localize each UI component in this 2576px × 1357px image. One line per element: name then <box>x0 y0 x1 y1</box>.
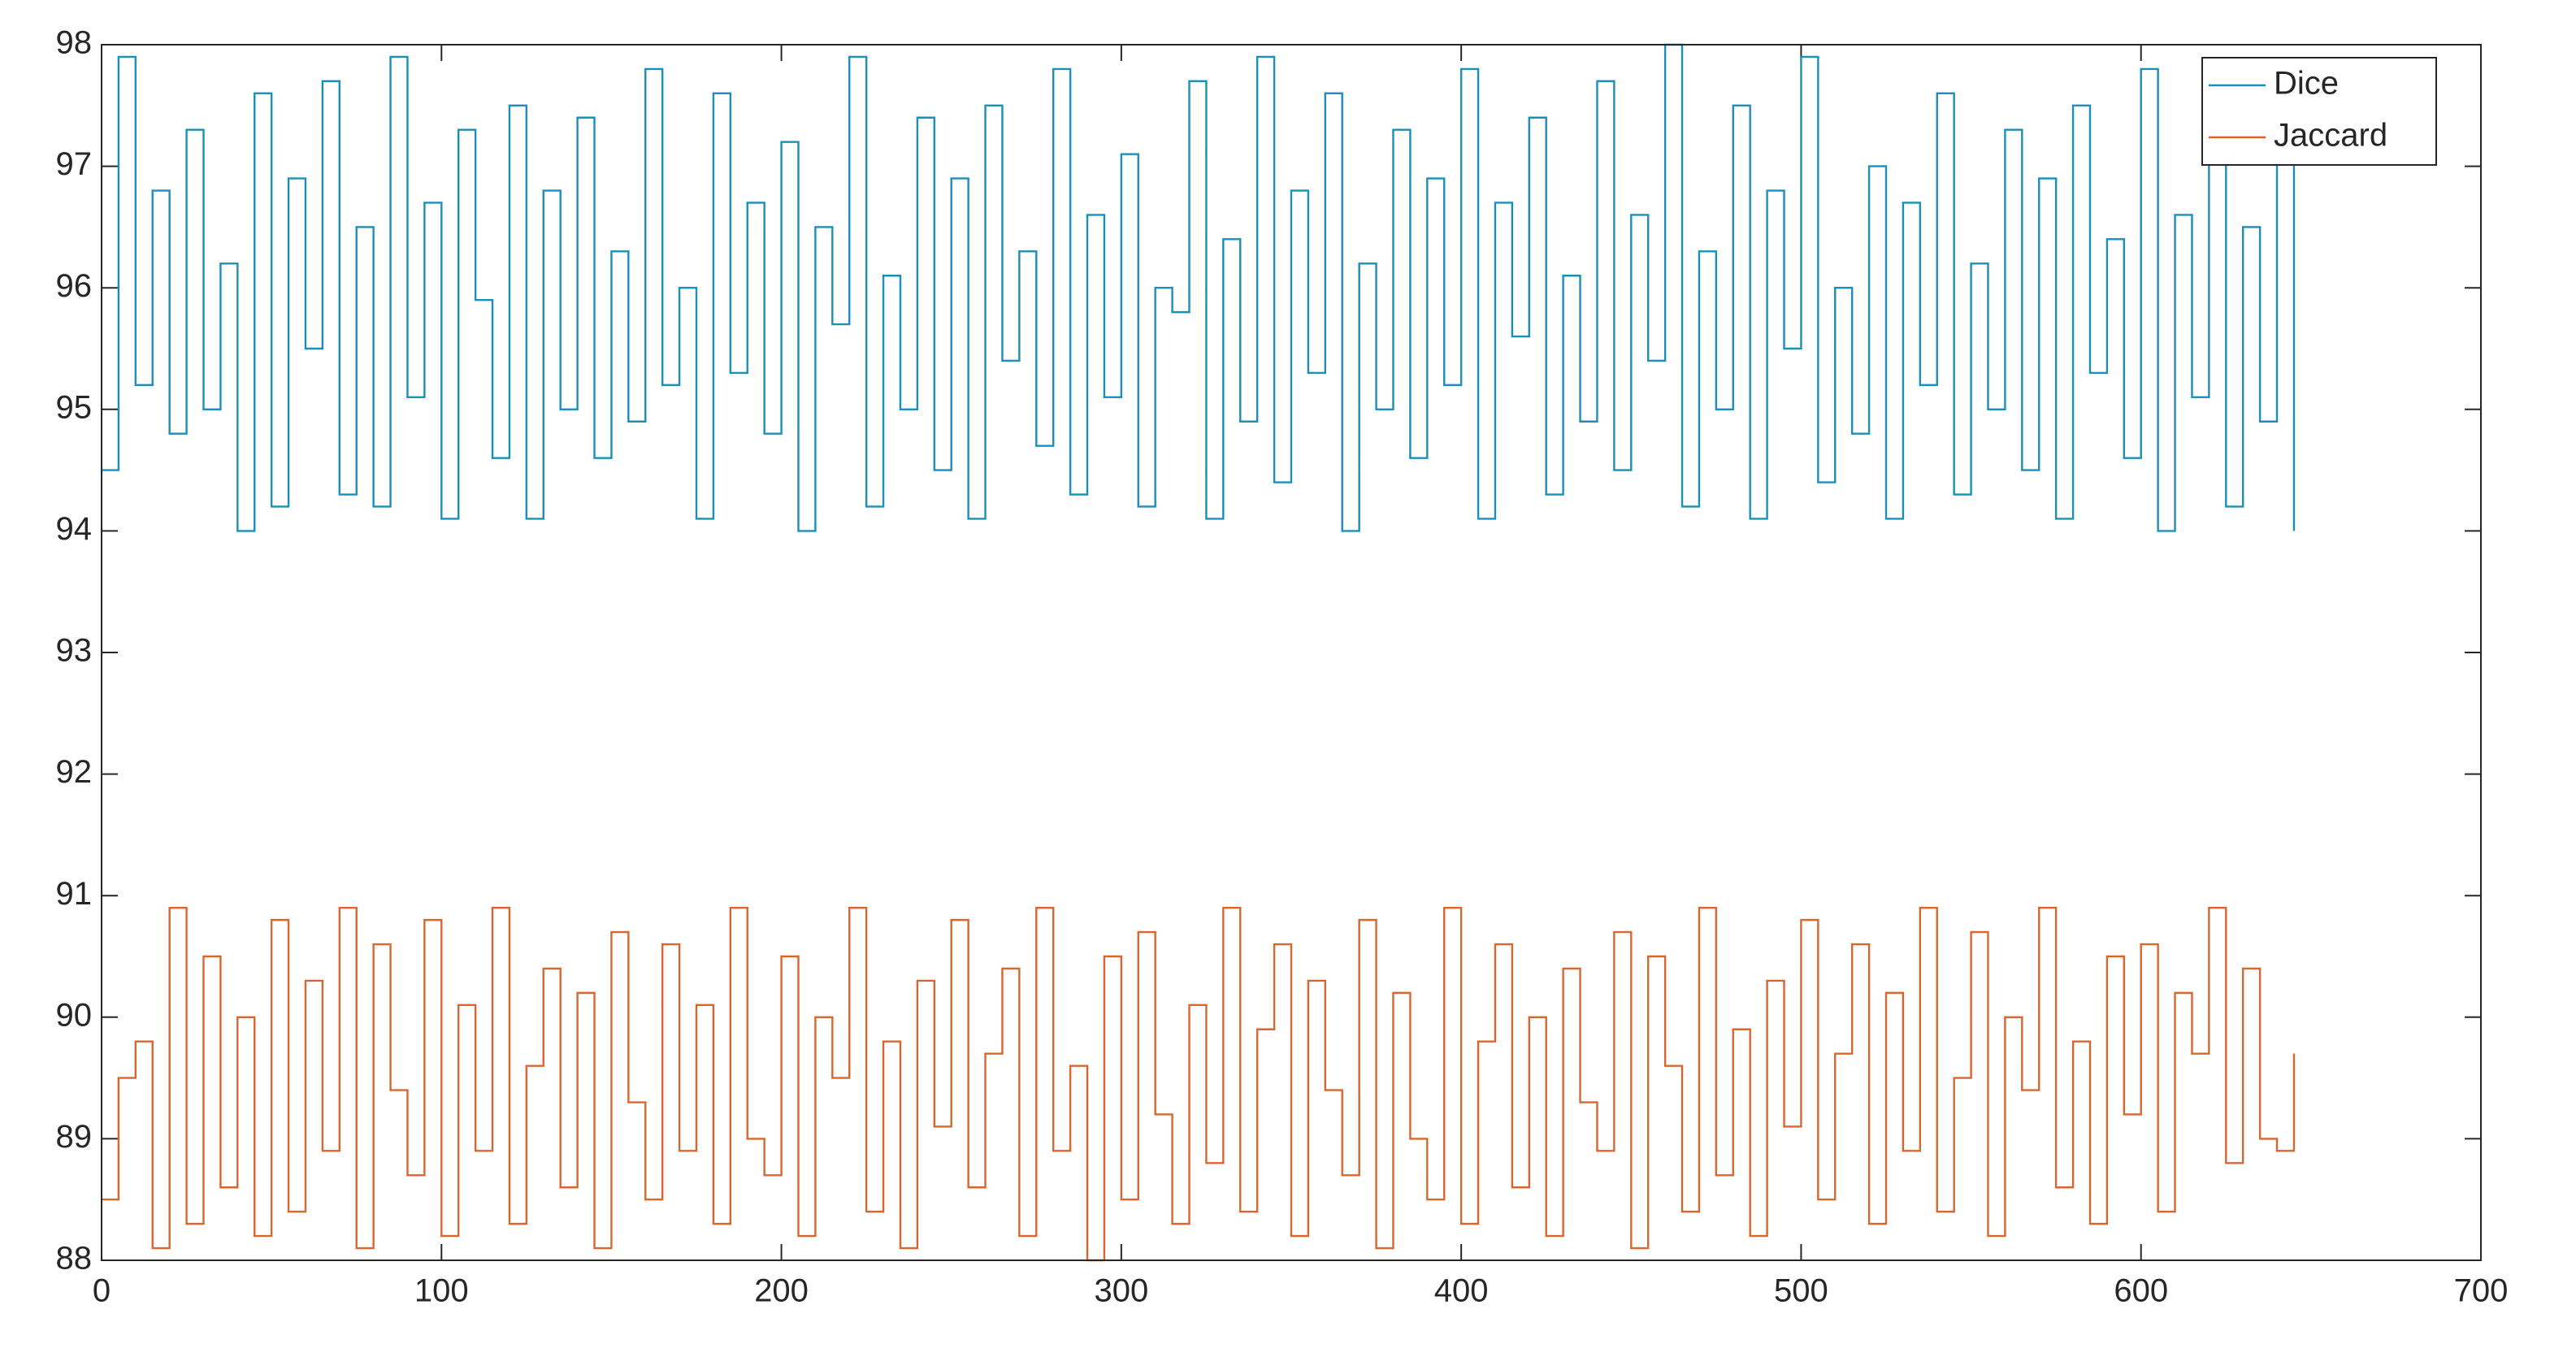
series-line <box>102 906 2296 1262</box>
y-tick-label: 96 <box>56 268 93 304</box>
y-tick-label: 90 <box>56 997 93 1033</box>
x-tick-label: 300 <box>1094 1273 1148 1309</box>
x-tick-label: 400 <box>1434 1273 1489 1309</box>
x-tick-label: 100 <box>414 1273 469 1309</box>
y-tick-label: 92 <box>56 754 93 790</box>
legend-label: Dice <box>2274 66 2339 102</box>
legend-box <box>2201 57 2437 166</box>
x-tick-label: 500 <box>1774 1273 1828 1309</box>
legend-label: Jaccard <box>2274 118 2387 154</box>
x-tick-label: 200 <box>754 1273 809 1309</box>
x-tick-label: 700 <box>2454 1273 2509 1309</box>
y-tick-label: 98 <box>56 25 93 61</box>
x-tick-label: 600 <box>2114 1273 2168 1309</box>
y-tick-label: 93 <box>56 633 93 669</box>
plot-frame <box>101 44 2482 1261</box>
y-tick-label: 97 <box>56 146 93 182</box>
y-tick-label: 91 <box>56 876 93 912</box>
y-tick-label: 95 <box>56 389 93 425</box>
y-tick-label: 89 <box>56 1119 93 1155</box>
y-tick-label: 88 <box>56 1241 93 1277</box>
y-tick-label: 94 <box>56 511 93 547</box>
x-tick-label: 0 <box>93 1273 111 1309</box>
series-line <box>102 43 2296 532</box>
